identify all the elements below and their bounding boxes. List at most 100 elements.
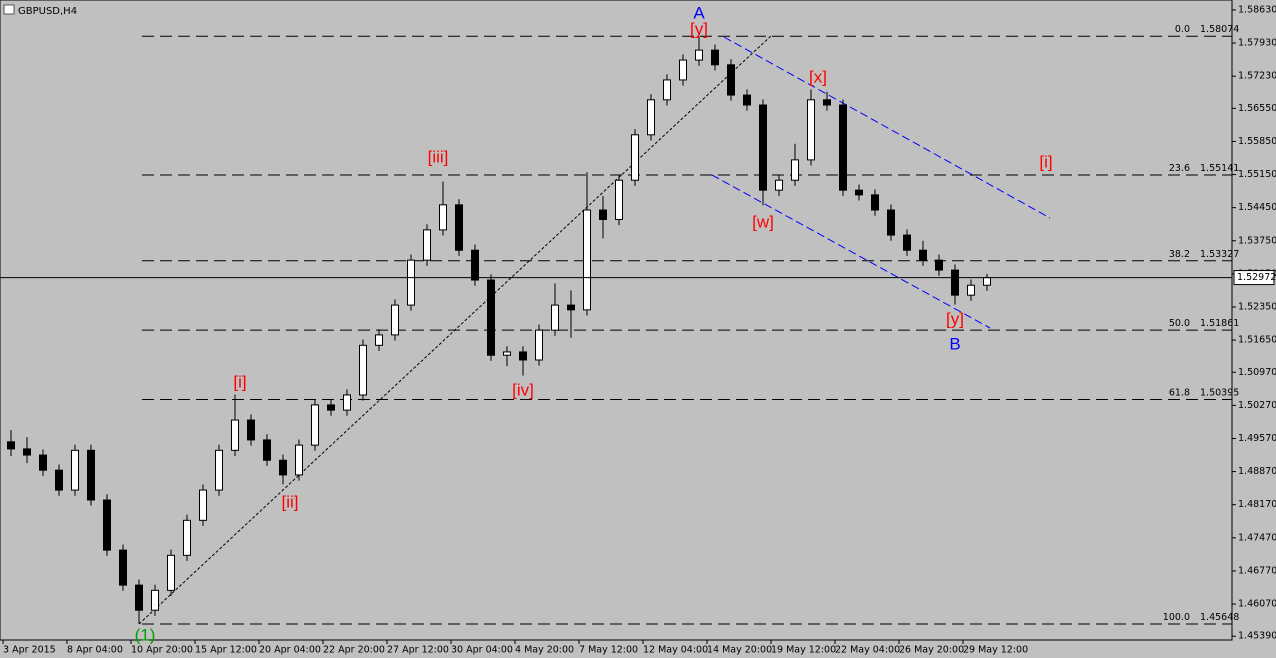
wave-label: [ii]: [282, 492, 299, 511]
current-price-box: [1233, 270, 1275, 286]
candle-body: [183, 519, 191, 556]
candle-body: [583, 209, 591, 311]
candle-body: [887, 209, 895, 236]
y-tick-label: 1.48870: [1238, 466, 1276, 477]
candle-body: [503, 351, 511, 356]
x-tick-label: 20 Apr 04:00: [259, 645, 321, 656]
candle-body: [311, 404, 319, 446]
candle-body: [727, 64, 735, 96]
candle-body: [423, 229, 431, 261]
wave-label: [y]: [946, 309, 964, 328]
candle-body: [599, 209, 607, 220]
wave-label: (1): [135, 625, 156, 644]
symbol-icon: [3, 4, 15, 15]
candle-body: [375, 334, 383, 346]
candle-body: [487, 279, 495, 356]
y-tick-label: 1.52350: [1238, 301, 1276, 312]
y-tick-label: 1.51650: [1238, 335, 1276, 346]
y-tick-label: 1.46770: [1238, 565, 1276, 576]
y-tick-label: 1.50970: [1238, 367, 1276, 378]
wave-label: [y]: [690, 19, 708, 38]
channel-line: [723, 36, 1051, 219]
candle-body: [695, 49, 703, 61]
chart-title: GBPUSD,H4: [18, 6, 77, 17]
x-tick-label: 10 Apr 20:00: [131, 645, 193, 656]
candle-body: [295, 444, 303, 476]
fib-level-label: 61.8: [1169, 387, 1190, 398]
x-tick-label: 4 May 20:00: [515, 645, 574, 656]
y-tick-label: 1.50270: [1238, 400, 1276, 411]
candle-body: [535, 329, 543, 361]
x-tick-label: 7 May 12:00: [579, 645, 638, 656]
x-tick-label: 8 Apr 04:00: [67, 645, 123, 656]
candle-body: [103, 499, 111, 551]
candle-body: [23, 448, 31, 456]
candle-body: [199, 489, 207, 521]
candle-body: [839, 104, 847, 191]
candle-body: [247, 419, 255, 441]
channel-line: [711, 174, 991, 329]
fib-price-label: 1.53327: [1200, 249, 1239, 260]
x-tick-label: 27 Apr 12:00: [387, 645, 449, 656]
fib-price-label: 1.58074: [1200, 24, 1239, 35]
candle-body: [119, 549, 127, 586]
candle-body: [903, 234, 911, 251]
y-tick-label: 1.56550: [1238, 103, 1276, 114]
candle-body: [807, 99, 815, 161]
y-tick-label: 1.47470: [1238, 532, 1276, 543]
candle-body: [679, 59, 687, 81]
fib-price-label: 1.51861: [1200, 318, 1239, 329]
y-tick-label: 1.49570: [1238, 433, 1276, 444]
y-tick-label: 1.53750: [1238, 235, 1276, 246]
fib-price-label: 1.55141: [1200, 163, 1239, 174]
candle-body: [391, 304, 399, 336]
wave-label: [iii]: [428, 147, 449, 166]
candle-body: [263, 439, 271, 461]
candle-body: [967, 284, 975, 296]
candle-body: [215, 449, 223, 491]
candle-body: [7, 441, 15, 450]
plot-frame: [0, 0, 1233, 641]
candle-body: [55, 469, 63, 491]
fib-price-label: 1.50395: [1200, 387, 1239, 398]
y-tick-label: 1.54450: [1238, 202, 1276, 213]
candle-body: [439, 204, 447, 231]
fib-price-label: 1.45648: [1200, 612, 1239, 623]
candle-body: [823, 99, 831, 106]
x-tick-label: 12 May 04:00: [643, 645, 708, 656]
trend-line: [138, 34, 773, 625]
current-price-label: 1.52972: [1237, 272, 1276, 283]
fib-level-label: 50.0: [1169, 318, 1190, 329]
x-tick-label: 22 May 04:00: [835, 645, 900, 656]
fib-level-label: 100.0: [1163, 612, 1190, 623]
candle-body: [855, 189, 863, 196]
wave-label: [w]: [752, 212, 774, 231]
candle-body: [567, 304, 575, 311]
x-tick-label: 14 May 20:00: [707, 645, 772, 656]
candle-body: [711, 49, 719, 66]
candle-body: [455, 204, 463, 251]
wave-label: A: [693, 3, 705, 22]
candle-body: [647, 99, 655, 136]
fib-level-label: 38.2: [1169, 249, 1190, 260]
y-tick-label: 1.58630: [1238, 4, 1276, 15]
y-tick-label: 1.57930: [1238, 38, 1276, 49]
candle-body: [87, 449, 95, 501]
y-tick-label: 1.46070: [1238, 599, 1276, 610]
candle-body: [359, 344, 367, 396]
candle-body: [407, 259, 415, 306]
y-tick-label: 1.55150: [1238, 169, 1276, 180]
candle-body: [759, 104, 767, 191]
y-tick-label: 1.55850: [1238, 136, 1276, 147]
candle-body: [151, 589, 159, 611]
candle-body: [951, 269, 959, 296]
candle-body: [743, 94, 751, 106]
fib-level-label: 0.0: [1175, 24, 1190, 35]
candle-body: [551, 304, 559, 331]
candle-body: [135, 584, 143, 611]
candle-body: [775, 179, 783, 191]
wave-label: [i]: [233, 372, 246, 391]
